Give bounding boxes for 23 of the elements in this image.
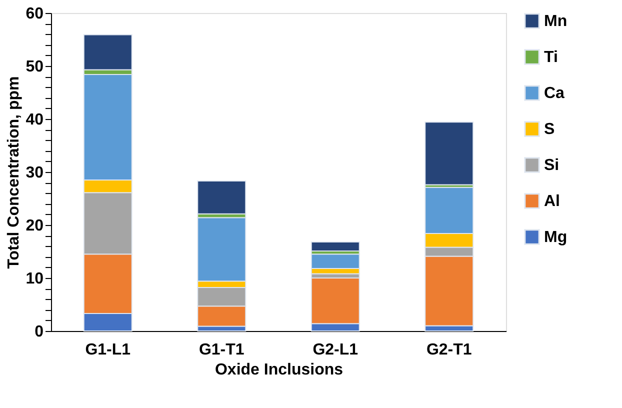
y-tick-label: 60	[26, 6, 44, 22]
y-tick-label: 20	[26, 218, 44, 234]
bar	[310, 241, 360, 252]
y-axis-title: Total Concentration, ppm	[6, 76, 23, 269]
x-tick-label: G2-L1	[312, 342, 358, 358]
y-tick-label: 10	[26, 270, 44, 288]
y-tick-label: 30	[26, 164, 44, 182]
y-tick-label: 0	[34, 324, 44, 340]
x-tick-label: G1-L1	[85, 342, 131, 358]
bar	[197, 180, 246, 214]
legend-label: Ti	[544, 49, 558, 66]
bar	[424, 122, 474, 186]
x-axis-title: Oxide Inclusions	[214, 362, 344, 378]
x-tick-label: G1-T1	[198, 342, 244, 358]
legend-label: Al	[544, 193, 560, 210]
legend-label: Mg	[544, 229, 568, 246]
legend-label: Si	[544, 157, 560, 174]
y-tick-label: 50	[26, 58, 44, 76]
legend-label: S	[544, 121, 555, 138]
legend-label: Ca	[544, 85, 565, 102]
y-tick-label: 40	[26, 112, 44, 128]
legend-label: Mn	[544, 13, 568, 30]
x-tick-label: G2-T1	[426, 342, 472, 358]
